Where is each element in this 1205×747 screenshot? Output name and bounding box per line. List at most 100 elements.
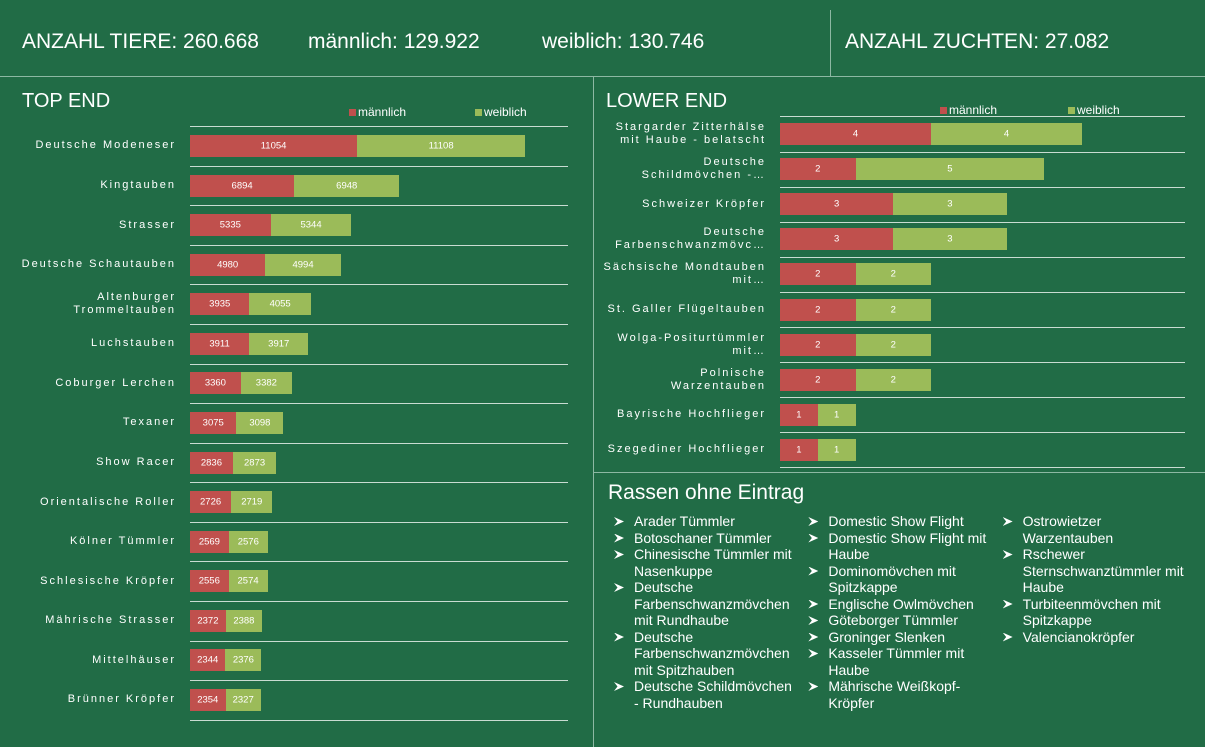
grid-line [780,222,1185,223]
bar-segment [190,451,233,474]
list-item: Göteborger Tümmler [806,612,992,629]
value-label: 3098 [249,417,271,429]
value-label: 2726 [200,496,222,508]
bar-segment [855,298,931,321]
grid-line [190,403,568,404]
list-item: Domestic Show Flight mit Haube [806,530,992,563]
category-label: Brünner Kröpfer [67,693,176,706]
grid-line [190,601,568,602]
category-label: St. Galler Flügeltauben [607,302,766,315]
list-item: Kasseler Tümmler mit Haube [806,645,992,678]
list-item: Rschewer Sternschwanztümmler mit Haube [1001,546,1187,596]
bar-segment [780,368,856,391]
grid-line [190,166,568,167]
breeding-count: ANZAHL ZUCHTEN: 27.082 [845,30,1110,53]
grid-line [190,522,568,523]
list-item: Deutsche Farbenschwanzmövchen mit Rundha… [612,579,798,629]
grid-line [190,482,568,483]
value-label: 1 [833,444,840,456]
list-item: Groninger Slenken [806,629,992,646]
divider [593,472,1205,473]
category-label: Polnische Warzentauben [670,366,766,392]
bar-segment [780,193,894,216]
value-label: 4 [852,128,859,140]
bar-segment [780,403,818,426]
value-label: 2 [815,304,821,315]
value-label: 2574 [237,575,259,587]
bar-segment [190,411,237,434]
value-label: 3911 [209,338,230,350]
value-label: 2836 [200,457,223,469]
value-label: 5 [947,163,953,175]
value-label: 2372 [197,615,219,627]
value-label: 5335 [219,219,241,231]
bar-segment [190,135,358,157]
bar-segment [780,263,856,286]
value-label: 6948 [336,180,358,192]
bar-segment [190,530,229,553]
chart-title: LOWER END [606,90,728,112]
category-label: Deutsche Modeneser [35,139,176,152]
category-label: Texaner [122,416,176,429]
legend-swatch [349,109,356,116]
grid-line [190,443,568,444]
legend-label: männlich [358,105,407,119]
grid-line [190,284,568,285]
male-count: männlich: 129.922 [308,30,480,53]
bar-segment [249,332,309,355]
value-label: 2354 [197,694,219,706]
bar-segment [780,228,894,251]
value-label: 11108 [428,140,454,152]
divider [593,76,594,747]
value-label: 3917 [268,338,290,350]
list-item: Turbiteenmövchen mit Spitzkappe [1001,596,1187,629]
legend-swatch [1068,107,1075,114]
value-label: 3382 [255,377,277,389]
bar-segment [249,293,311,316]
grid-line [190,641,568,642]
bar-segment [190,214,271,237]
grid-line [780,257,1185,258]
total-count: ANZAHL TIERE: 260.668 [22,30,259,53]
grid-line [190,126,568,127]
list-item: Deutsche Schildmövchen - Rundhauben [612,678,798,711]
bar-segment [780,438,818,461]
female-count: weiblich: 130.746 [542,30,705,53]
bar-segment [190,174,295,197]
grid-line [190,680,568,681]
legend-swatch [475,109,482,116]
divider [0,76,1205,77]
value-label: 3 [833,198,840,210]
legend-label: männlich [949,103,998,117]
grid-line [780,292,1185,293]
value-label: 1 [796,444,802,456]
value-label: 5344 [300,219,322,231]
bar-segment [232,451,277,474]
grid-line [780,397,1185,398]
value-label: 4994 [292,259,314,271]
value-label: 3 [947,198,953,210]
grid-line [190,720,568,721]
bar-segment [190,372,241,395]
list-title: Rassen ohne Eintrag [608,481,805,504]
bar-segment [225,688,261,711]
category-label: Kölner Tümmler [69,535,176,548]
bar-segment [225,649,262,672]
bar-segment [855,333,931,356]
bar-segment [780,158,856,181]
bar-segment [228,530,268,553]
value-label: 2 [890,268,896,280]
bar-segment [855,263,931,286]
category-label: Wolga-Positurtümmler mit… [617,331,766,357]
bar-segment [780,123,931,145]
bar-segment [190,293,250,316]
bar-segment [265,253,341,276]
category-label: Mährische Strasser [45,614,176,627]
value-label: 2556 [198,575,220,587]
value-label: 3075 [202,417,224,429]
grid-line [780,362,1185,363]
category-label: Schlesische Kröpfer [40,574,176,587]
breed-list: Arader Tümmler Botoschaner Tümmler Chinesi… [612,513,1187,727]
value-label: 4980 [217,259,239,271]
